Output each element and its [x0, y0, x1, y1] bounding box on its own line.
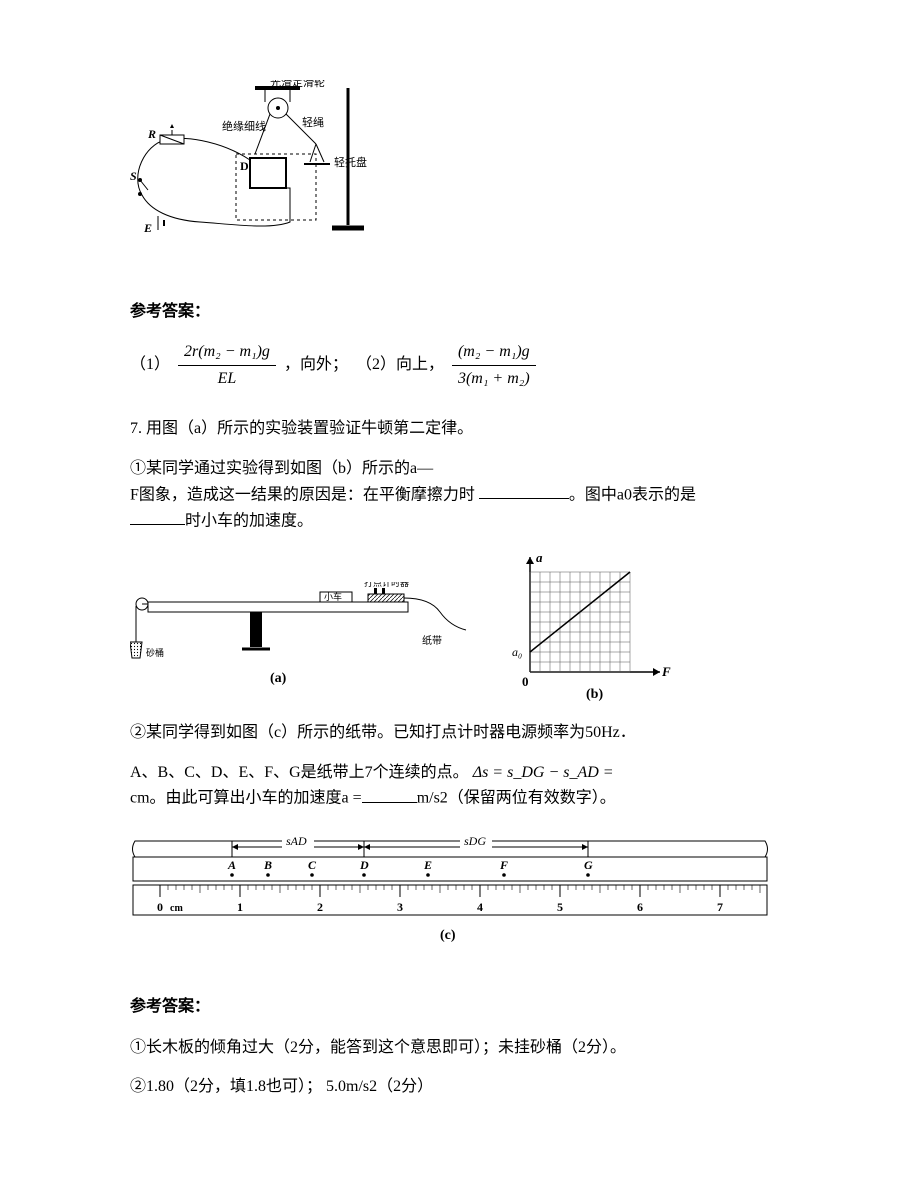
ans6-part2-label: （2）向上， — [356, 352, 444, 378]
figure-b: a F a₀ 0 (b) — [500, 552, 680, 702]
svg-text:7: 7 — [717, 900, 723, 914]
svg-text:D: D — [359, 858, 369, 872]
svg-text:E: E — [143, 221, 152, 235]
svg-text:轻绳: 轻绳 — [302, 115, 324, 129]
q7-p1: ①某同学通过实验得到如图（b）所示的a— F图象，造成这一结果的原因是：在平衡摩… — [130, 456, 790, 534]
svg-text:F: F — [499, 858, 508, 872]
svg-text:a: a — [536, 552, 543, 565]
svg-text:0: 0 — [522, 674, 529, 689]
ans6-part1-label: （1） — [130, 352, 170, 378]
figure-c: sAD sDG 0 1 2 3 4 5 6 7 cm A B C D E F G (c) — [130, 835, 770, 945]
svg-text:E: E — [423, 858, 432, 872]
figures-a-b: 小车 打点计时器 纸带 砂桶 (a) a F a₀ 0 — [130, 552, 790, 702]
q7-p2a: ②某同学得到如图（c）所示的纸带。已知打点计时器电源频率为50Hz． — [130, 720, 790, 746]
svg-text:(a): (a) — [270, 671, 287, 686]
svg-text:绝缘细线: 绝缘细线 — [222, 119, 266, 133]
svg-text:R: R — [147, 127, 156, 141]
svg-text:6: 6 — [637, 900, 643, 914]
svg-text:sAD: sAD — [286, 835, 307, 848]
svg-text:(b): (b) — [586, 687, 603, 702]
figure-a: 小车 打点计时器 纸带 砂桶 (a) — [130, 582, 470, 702]
blank-3 — [362, 785, 417, 803]
svg-text:A: A — [227, 858, 236, 872]
ans7-line2: ②1.80（2分，填1.8也可）； 5.0m/s2（2分） — [130, 1074, 790, 1100]
ans6-part1-tail: ，向外； — [284, 352, 348, 378]
svg-text:4: 4 — [477, 900, 483, 914]
svg-text:S: S — [130, 169, 137, 183]
blank-1 — [479, 482, 569, 500]
svg-text:G: G — [584, 858, 593, 872]
svg-text:a₀: a₀ — [512, 645, 522, 659]
circuit-figure: 光滑定滑轮 绝缘细线 轻绳 轻托盘 D R S E — [130, 80, 390, 250]
answer-heading: 参考答案： — [130, 299, 790, 325]
svg-text:轻托盘: 轻托盘 — [334, 155, 367, 169]
svg-text:打点计时器: 打点计时器 — [364, 582, 409, 588]
svg-text:B: B — [263, 858, 272, 872]
svg-text:sDG: sDG — [464, 835, 486, 848]
svg-text:F: F — [661, 664, 671, 679]
svg-text:D: D — [240, 159, 249, 173]
svg-text:0: 0 — [157, 900, 163, 914]
answer-heading-7: 参考答案： — [130, 994, 790, 1020]
svg-text:3: 3 — [397, 900, 403, 914]
svg-text:(c): (c) — [440, 928, 456, 943]
answer-6: （1） 2r(m₂ − m₁)g EL ，向外； （2）向上， (m₂ − m₁… — [130, 339, 790, 391]
svg-text:1: 1 — [237, 900, 243, 914]
svg-text:小车: 小车 — [324, 591, 342, 602]
svg-text:纸带: 纸带 — [422, 634, 442, 647]
ans6-frac2: (m₂ − m₁)g 3(m₁ + m₂) — [452, 339, 536, 391]
svg-text:光滑定滑轮: 光滑定滑轮 — [270, 80, 325, 89]
svg-text:cm: cm — [170, 903, 183, 914]
q7-stem: 7. 用图（a）所示的实验装置验证牛顿第二定律。 — [130, 416, 790, 442]
svg-text:C: C — [308, 858, 317, 872]
ans6-frac1: 2r(m₂ − m₁)g EL — [178, 339, 276, 391]
delta-s-formula: Δs = s_DG − s_AD = — [473, 764, 614, 781]
svg-text:2: 2 — [317, 900, 323, 914]
q7-p2b: A、B、C、D、E、F、G是纸带上7个连续的点。 Δs = s_DG − s_A… — [130, 760, 790, 812]
svg-text:5: 5 — [557, 900, 563, 914]
svg-text:砂桶: 砂桶 — [146, 647, 164, 658]
ans7-line1: ①长木板的倾角过大（2分，能答到这个意思即可）；未挂砂桶（2分）。 — [130, 1035, 790, 1061]
blank-2 — [130, 508, 185, 526]
